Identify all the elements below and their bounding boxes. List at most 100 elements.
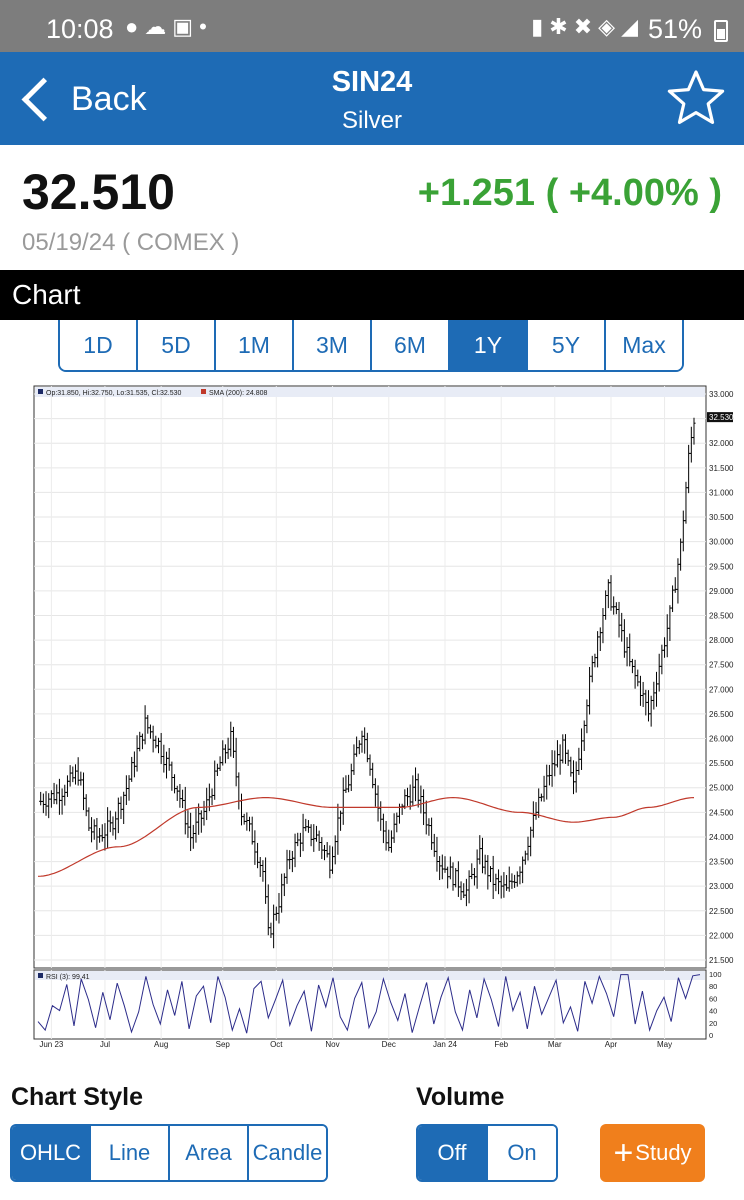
x-tick-label: Sep: [216, 1040, 231, 1049]
y-tick-label: 25.000: [709, 784, 734, 793]
rsi-tick-label: 0: [709, 1031, 713, 1040]
y-tick-label: 26.000: [709, 735, 734, 744]
x-tick-label: Dec: [382, 1040, 396, 1049]
range-3m[interactable]: 3M: [294, 320, 372, 370]
y-tick-label: 30.000: [709, 538, 734, 547]
back-button[interactable]: Back: [18, 74, 147, 124]
mute-icon: ✖: [573, 14, 599, 39]
volume-on-button[interactable]: On: [488, 1126, 556, 1180]
x-tick-label: Jul: [100, 1040, 110, 1049]
legend-sma-swatch: [201, 389, 206, 394]
price-chart-svg: 33.00032.50032.00031.50031.00030.50030.0…: [33, 385, 734, 1049]
cloud-icon: ☁: [144, 14, 173, 39]
rsi-legend-swatch: [38, 973, 43, 978]
status-bar: 10:08 ●☁▣• ▮✱✖◈◢ 51%: [0, 0, 744, 52]
bluetooth-icon: ✱: [549, 14, 574, 39]
volume-off-button[interactable]: Off: [418, 1126, 488, 1180]
chart-section-header: Chart: [0, 270, 744, 320]
y-tick-label: 24.500: [709, 808, 734, 817]
price-panel-frame: [33, 385, 707, 969]
y-tick-label: 27.000: [709, 685, 734, 694]
x-tick-label: Aug: [154, 1040, 168, 1049]
page-title: SIN24: [331, 66, 413, 98]
y-tick-label: 32.000: [709, 439, 734, 448]
x-tick-label: Jun 23: [39, 1040, 64, 1049]
dot-icon: •: [199, 14, 213, 39]
y-tick-label: 22.500: [709, 907, 734, 916]
x-tick-label: Mar: [548, 1040, 562, 1049]
legend-price: Op:31.850, Hi:32.750, Lo:31.535, Cl:32.5…: [46, 390, 182, 397]
y-tick-label: 31.500: [709, 464, 734, 473]
y-tick-label: 28.500: [709, 611, 734, 620]
x-tick-label: Apr: [605, 1040, 618, 1049]
x-tick-label: Jan 24: [433, 1040, 458, 1049]
system-icons: ▮✱✖◈◢: [531, 14, 644, 40]
rsi-legend: RSI (3): 99.41: [46, 974, 90, 981]
rsi-line: [37, 974, 701, 1034]
page-subtitle: Silver: [341, 107, 402, 134]
ohlc-bar: [692, 417, 696, 445]
sma-line: [37, 796, 695, 877]
range-max[interactable]: Max: [606, 320, 682, 370]
chart-header-label: Chart: [12, 279, 81, 310]
y-tick-label: 29.500: [709, 562, 734, 571]
y-tick-label: 29.000: [709, 587, 734, 596]
last-price: 32.510: [22, 164, 175, 220]
y-tick-label: 30.500: [709, 513, 734, 522]
y-tick-label: 23.500: [709, 858, 734, 867]
last-price-tag: [707, 412, 733, 423]
range-5d[interactable]: 5D: [138, 320, 216, 370]
battery-level: 51%: [647, 14, 702, 44]
x-tick-label: Oct: [270, 1040, 283, 1049]
y-tick-label: 26.500: [709, 710, 734, 719]
signal-icon: ◢: [621, 14, 644, 39]
range-6m[interactable]: 6M: [372, 320, 450, 370]
range-5y[interactable]: 5Y: [528, 320, 606, 370]
notification-icons: ●☁▣•: [125, 14, 213, 40]
y-tick-label: 25.500: [709, 759, 734, 768]
rsi-tick-label: 20: [709, 1019, 717, 1028]
wifi-icon: ◈: [598, 14, 622, 39]
legend-price-swatch: [38, 389, 43, 394]
price-chart[interactable]: 33.00032.50032.00031.50031.00030.50030.0…: [30, 384, 744, 1056]
y-tick-label: 22.000: [709, 931, 734, 940]
study-label: Study: [635, 1140, 692, 1165]
style-line-button[interactable]: Line: [91, 1126, 170, 1180]
style-area-button[interactable]: Area: [170, 1126, 249, 1180]
battery-icon: [714, 20, 728, 42]
range-1y[interactable]: 1Y: [450, 320, 528, 370]
x-tick-label: Nov: [325, 1040, 339, 1049]
range-1d[interactable]: 1D: [60, 320, 138, 370]
y-tick-label: 24.000: [709, 833, 734, 842]
rsi-tick-label: 60: [709, 994, 717, 1003]
y-tick-label: 28.000: [709, 636, 734, 645]
last-price-label: 32.530: [709, 413, 734, 422]
nav-bar: Back SIN24 Silver: [0, 52, 744, 145]
chart-style-selector: OHLC Line Area Candle: [10, 1124, 328, 1182]
plus-icon: +: [613, 1134, 634, 1172]
y-tick-label: 33.000: [709, 390, 734, 399]
star-icon[interactable]: [666, 68, 726, 128]
image-icon: ▣: [172, 14, 200, 39]
range-selector: 1D 5D 1M 3M 6M 1Y 5Y Max: [58, 320, 684, 372]
rsi-legend-strip: [35, 971, 705, 980]
rsi-tick-label: 80: [709, 982, 717, 991]
legend-strip: [35, 387, 705, 397]
x-tick-label: May: [657, 1040, 672, 1049]
status-time: 10:08: [46, 14, 114, 44]
style-candle-button[interactable]: Candle: [249, 1126, 326, 1180]
style-ohlc-button[interactable]: OHLC: [12, 1126, 91, 1180]
quote-date-exchange: 05/19/24 ( COMEX ): [22, 229, 240, 256]
y-tick-label: 27.500: [709, 661, 734, 670]
y-tick-label: 31.000: [709, 488, 734, 497]
x-tick-label: Feb: [494, 1040, 508, 1049]
back-label: Back: [71, 79, 147, 118]
y-tick-label: 21.500: [709, 956, 734, 965]
rsi-tick-label: 40: [709, 1007, 717, 1016]
range-1m[interactable]: 1M: [216, 320, 294, 370]
volume-label: Volume: [416, 1083, 505, 1111]
add-study-button[interactable]: + Study: [600, 1124, 705, 1182]
chat-icon: ●: [125, 14, 145, 39]
battery-saver-icon: ▮: [531, 14, 550, 39]
rsi-panel-frame: [33, 969, 707, 1040]
